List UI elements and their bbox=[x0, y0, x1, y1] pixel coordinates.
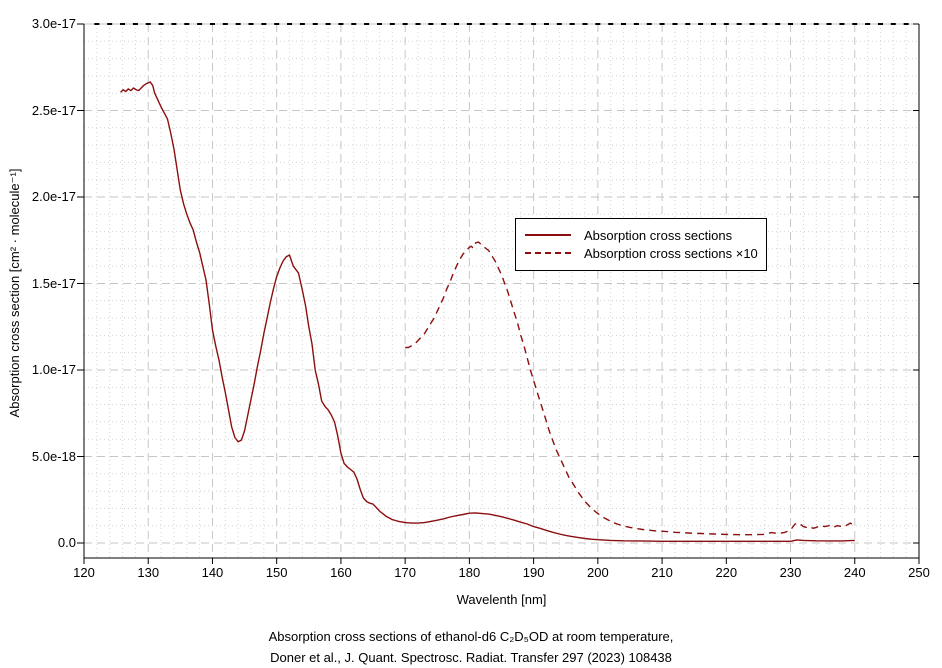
y-tick-label: 1.5e-17 bbox=[31, 275, 76, 291]
legend-dashed-line-swatch bbox=[525, 252, 571, 254]
x-tick-label: 180 bbox=[458, 565, 481, 580]
y-tick-label: 0.0 bbox=[57, 535, 76, 550]
x-axis-label: Wavelenth [nm] bbox=[456, 592, 547, 607]
x-tick-label: 200 bbox=[586, 565, 609, 580]
x-tick-label: 250 bbox=[908, 565, 930, 580]
caption-line-1: Absorption cross sections of ethanol-d6 … bbox=[268, 629, 674, 644]
x-tick-label: 210 bbox=[651, 565, 673, 580]
x-tick-label: 170 bbox=[394, 565, 416, 580]
x-tick-label: 140 bbox=[201, 565, 224, 580]
y-tick-label: 5.0e-18 bbox=[31, 448, 76, 464]
x-tick-label: 230 bbox=[779, 565, 802, 580]
x-tick-label: 120 bbox=[73, 565, 95, 580]
x-tick-label: 190 bbox=[522, 565, 545, 580]
y-tick-label: 2.0e-17 bbox=[31, 189, 76, 204]
y-tick-label: 3.0e-17 bbox=[31, 16, 76, 31]
legend-entry-dashed: Absorption cross sections ×10 bbox=[516, 244, 766, 262]
legend-box: Absorption cross sections Absorption cro… bbox=[515, 218, 767, 271]
series-solid-line bbox=[120, 81, 855, 542]
legend-entry-solid: Absorption cross sections bbox=[516, 226, 766, 244]
x-tick-label: 150 bbox=[265, 565, 288, 580]
caption-line-2: Doner et al., J. Quant. Spectrosc. Radia… bbox=[270, 650, 672, 665]
series-dashed-line bbox=[405, 241, 856, 536]
y-tick-label: 2.5e-17 bbox=[31, 102, 76, 118]
legend-solid-line-swatch bbox=[525, 234, 571, 236]
figure-caption: Absorption cross sections of ethanol-d6 … bbox=[0, 626, 942, 668]
x-tick-label: 130 bbox=[137, 565, 160, 580]
legend-entry-solid-label: Absorption cross sections bbox=[584, 227, 733, 243]
x-tick-label: 160 bbox=[330, 565, 352, 580]
x-tick-label: 240 bbox=[843, 565, 866, 580]
y-axis-label: Absorption cross section [cm² · molecule… bbox=[7, 168, 22, 418]
y-tick-label: 1.0e-17 bbox=[31, 362, 76, 377]
legend-entry-dashed-label: Absorption cross sections ×10 bbox=[584, 245, 758, 261]
x-tick-label: 220 bbox=[715, 565, 738, 580]
